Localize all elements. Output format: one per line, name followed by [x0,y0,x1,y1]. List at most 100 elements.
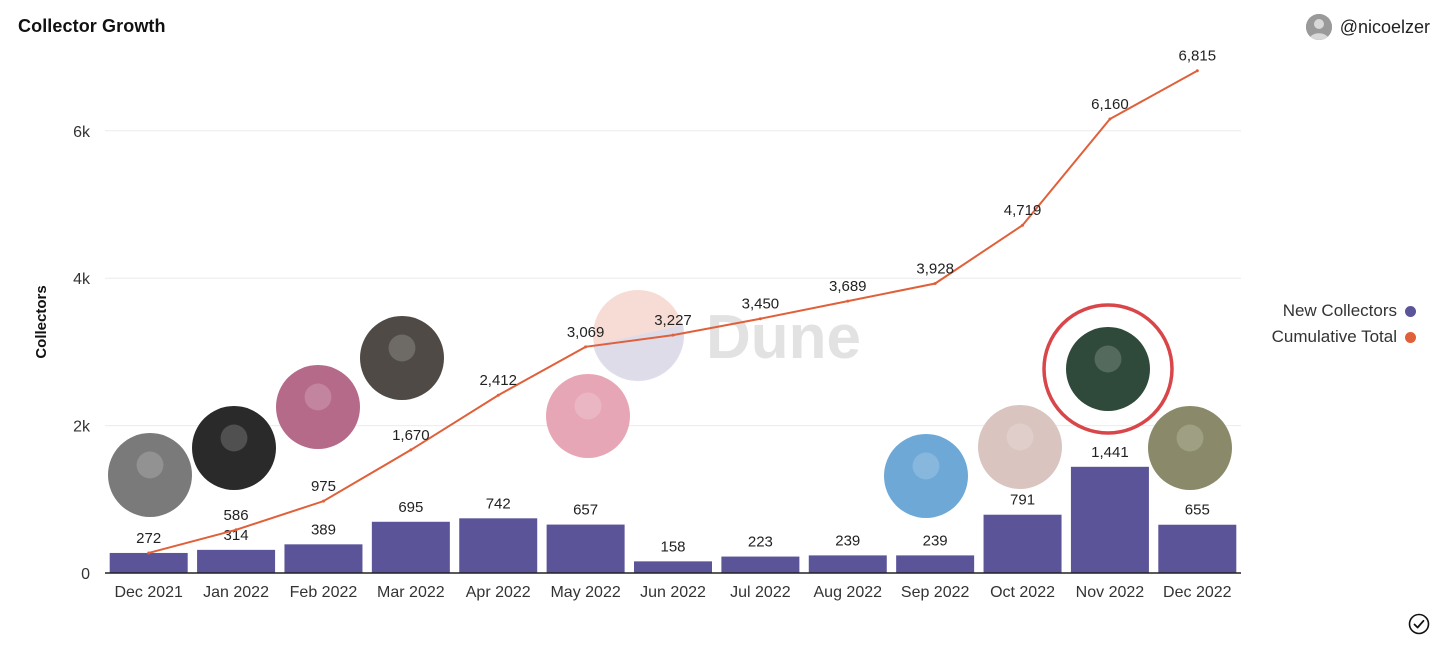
x-tick-label: Nov 2022 [1076,584,1145,601]
artist-photo-head [304,383,332,411]
artist-photo [192,406,276,490]
artist-photo [108,433,192,517]
bar-new-collectors [197,549,276,573]
bar-value-label: 657 [573,502,598,519]
legend-swatch [1405,331,1416,343]
x-tick-label: Jun 2022 [640,584,706,601]
artist-photo [276,365,360,449]
line-point [846,299,850,303]
bar-value-label: 742 [486,495,511,512]
x-tick-label: Dec 2022 [1163,584,1232,601]
line-value-label: 6,160 [1091,96,1129,113]
line-value-label: 4,719 [1004,202,1042,219]
artist-photo-head [1094,345,1122,373]
line-value-label: 3,928 [916,261,954,278]
username: @nicoelzer [1339,16,1430,37]
x-tick-label: Dec 2021 [114,584,183,601]
line-point [409,448,413,452]
check-circle-icon[interactable] [1408,613,1430,635]
x-tick-label: Oct 2022 [990,584,1055,601]
bar-value-label: 389 [311,521,336,538]
line-value-label: 3,689 [829,278,867,295]
artist-photo-head [912,452,940,480]
watermark-logo-shade [593,325,685,382]
bar-new-collectors [1158,524,1237,573]
artist-photo [546,374,630,458]
line-point [234,528,238,532]
bar-new-collectors [808,555,887,573]
line-value-label: 3,069 [567,324,605,341]
bar-value-label: 655 [1185,502,1210,519]
x-tick-label: Apr 2022 [466,584,531,601]
bar-value-label: 791 [1010,492,1035,509]
bar-new-collectors [284,544,363,573]
chart-legend: New Collectors Cumulative Total [1272,298,1416,350]
highlight-ring [1042,303,1174,435]
line-point [1021,223,1025,227]
chart-title: Collector Growth [18,16,166,36]
y-tick-label: 6k [73,124,91,141]
user-avatar-icon [1305,14,1332,40]
artist-photo [978,405,1062,489]
bar-new-collectors [896,555,975,573]
legend-label: New Collectors [1282,301,1397,320]
artist-photo [1148,406,1232,490]
line-point [758,317,762,321]
legend-label: Cumulative Total [1271,327,1397,346]
line-point [1195,69,1199,73]
legend-swatch [1405,305,1416,317]
line-point [1108,117,1112,121]
bar-value-label: 272 [136,530,161,547]
x-tick-label: Mar 2022 [377,584,445,601]
line-value-label: 3,227 [654,312,692,329]
y-tick-label: 2k [73,419,91,436]
artist-photo [1066,327,1150,411]
bar-new-collectors [634,561,712,573]
x-tick-label: May 2022 [550,584,620,601]
artist-photo [360,316,444,400]
legend-item-cumulative-total[interactable]: Cumulative Total [1272,324,1416,350]
artist-photo [884,434,968,518]
bar-new-collectors [371,521,450,573]
bar-value-label: 239 [835,532,860,549]
line-value-label: 6,815 [1179,48,1217,65]
bar-new-collectors [983,514,1062,573]
line-point [671,333,675,337]
x-tick-label: Sep 2022 [901,584,970,601]
bar-value-label: 695 [398,499,423,516]
bar-new-collectors [721,556,800,573]
bar-value-label: 223 [748,534,773,551]
x-tick-label: Jan 2022 [203,584,269,601]
x-tick-label: Jul 2022 [730,584,791,601]
bar-value-label: 1,441 [1091,444,1129,461]
line-point [933,282,937,286]
bar-value-label: 239 [923,532,948,549]
artist-photo-head [574,392,602,420]
y-axis-label: Collectors [33,285,50,358]
bar-new-collectors [546,524,625,573]
line-point [496,393,500,397]
bar-new-collectors [109,552,188,573]
line-value-label: 1,670 [392,427,430,444]
bar-value-label: 158 [660,538,685,555]
artist-photo-head [1006,423,1034,451]
line-value-label: 3,450 [742,296,780,313]
line-point [584,345,588,349]
artist-photo-head [388,334,416,362]
line-point [321,499,325,503]
line-value-label: 586 [224,507,249,524]
x-tick-label: Feb 2022 [290,584,358,601]
user-badge[interactable]: @nicoelzer [1305,14,1430,40]
artist-photo-head [136,451,164,479]
line-value-label: 975 [311,478,336,495]
bar-new-collectors [1070,466,1149,573]
line-point [147,551,151,555]
artist-photo-head [1176,424,1204,452]
legend-item-new-collectors[interactable]: New Collectors [1272,298,1416,324]
y-tick-label: 0 [81,566,90,583]
y-tick-label: 4k [73,271,91,288]
line-value-label: 2,412 [479,372,517,389]
bar-new-collectors [459,518,538,573]
dune-watermark: Dune [593,290,861,382]
